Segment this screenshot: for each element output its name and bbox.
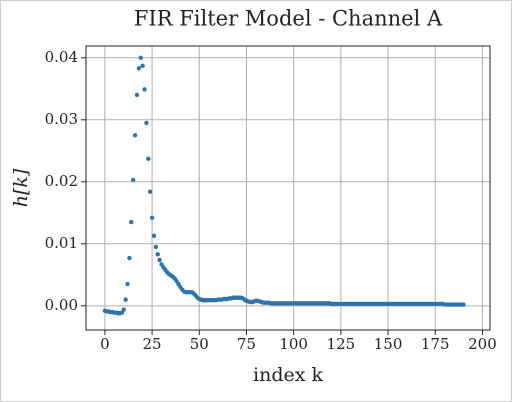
plot-area: [85, 45, 491, 331]
point: [155, 252, 160, 257]
point: [153, 244, 159, 250]
y-tick-label: 0.00: [45, 296, 78, 314]
point: [144, 120, 149, 126]
point: [157, 257, 162, 263]
point: [123, 297, 128, 302]
point: [127, 255, 132, 261]
point: [136, 66, 142, 71]
x-tick-label: 125: [327, 335, 356, 353]
x-axis-label: index k: [253, 364, 323, 386]
point: [142, 87, 147, 92]
y-axis-label: h[k]: [10, 168, 32, 207]
point: [147, 189, 153, 194]
y-tick-label: 0.03: [45, 110, 78, 128]
point: [130, 177, 136, 183]
y-tick-label: 0.02: [45, 172, 78, 190]
point: [125, 281, 130, 287]
point: [461, 302, 466, 307]
point: [149, 215, 155, 220]
chart-title: FIR Filter Model - Channel A: [134, 7, 443, 31]
x-tick-label: 100: [279, 335, 308, 353]
point: [140, 63, 145, 69]
x-tick-label: 150: [374, 335, 403, 353]
point: [151, 233, 157, 238]
x-tick-label: 175: [421, 335, 450, 353]
y-tick-label: 0.01: [45, 234, 78, 252]
point: [121, 307, 126, 312]
x-tick-label: 25: [143, 335, 162, 353]
point: [134, 92, 140, 98]
y-tick-label: 0.04: [45, 48, 78, 66]
x-tick-label: 0: [100, 335, 110, 353]
x-tick-label: 200: [468, 335, 497, 353]
point: [138, 55, 143, 60]
point: [132, 133, 138, 138]
point: [129, 219, 134, 225]
point: [146, 156, 151, 162]
x-tick-label: 75: [237, 335, 256, 353]
x-tick-label: 50: [190, 335, 209, 353]
